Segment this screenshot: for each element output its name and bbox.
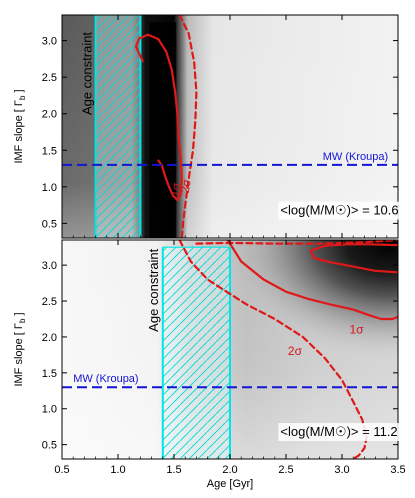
contour-bottom-1 — [309, 243, 398, 274]
contour-label-1sigma-bottom: 1σ — [350, 322, 365, 336]
x-tick-label: 3.0 — [334, 464, 349, 476]
mean-mass-label-bg-bottom — [278, 423, 415, 442]
y-axis-label-bottom: IMF slope [ Γb ] — [13, 312, 27, 386]
contour-top-0 — [134, 33, 183, 202]
x-axis-label: Age [Gyr] — [207, 478, 253, 490]
y-tick-label-top: 3.0 — [42, 36, 57, 48]
contour-label-1sigma-top: 1σ — [168, 181, 184, 198]
mean-mass-label-bg-top — [278, 201, 415, 220]
contour-bottom-0 — [226, 240, 398, 321]
mean-mass-label-bottom: <log(M/M☉)> = 11.2 — [280, 424, 397, 439]
y-tick-label-bottom: 1.0 — [42, 404, 57, 416]
x-tick-label: 2.0 — [222, 464, 237, 476]
age-constraint-hatch — [162, 247, 230, 459]
x-tick-label: 1.0 — [110, 464, 125, 476]
age-constraint-label-top: Age constraint — [80, 32, 95, 115]
reference-line-label-top: MW (Kroupa) — [323, 151, 388, 163]
y-tick-label-bottom: 3.0 — [42, 260, 57, 272]
x-tick-label: 0.5 — [54, 464, 69, 476]
density-peak-core — [149, 22, 177, 238]
contour-bottom-3 — [195, 240, 398, 245]
y-tick-label-bottom: 0.5 — [42, 440, 57, 452]
y-tick-label-top: 2.0 — [42, 109, 57, 121]
y-tick-label-bottom: 2.5 — [42, 296, 57, 308]
panel-bottom — [62, 240, 398, 459]
y-tick-label-top: 2.5 — [42, 72, 57, 84]
y-tick-label-top: 1.5 — [42, 145, 57, 157]
age-constraint-hatch — [95, 15, 141, 238]
contour-label-2sigma-top: 2σ — [178, 177, 194, 194]
x-tick-label: 3.5 — [390, 464, 405, 476]
y-tick-label-bottom: 2.0 — [42, 332, 57, 344]
y-tick-label-top: 0.5 — [42, 218, 57, 230]
density-peak — [218, 240, 398, 366]
panel-top — [62, 15, 398, 238]
mean-mass-label-top: <log(M/M☉)> = 10.6 — [280, 203, 398, 218]
x-tick-label: 2.5 — [278, 464, 293, 476]
contour-top-1 — [178, 15, 198, 238]
y-tick-label-bottom: 1.5 — [42, 368, 57, 380]
contour-bottom-2 — [178, 240, 368, 459]
reference-line-label-bottom: MW (Kroupa) — [73, 373, 138, 385]
y-axis-label-top: IMF slope [ Γb ] — [13, 89, 27, 163]
age-constraint-label-bottom: Age constraint — [146, 248, 161, 331]
contour-label-2sigma-bottom: 2σ — [288, 344, 303, 358]
x-tick-label: 1.5 — [166, 464, 181, 476]
y-tick-label-top: 1.0 — [42, 182, 57, 194]
